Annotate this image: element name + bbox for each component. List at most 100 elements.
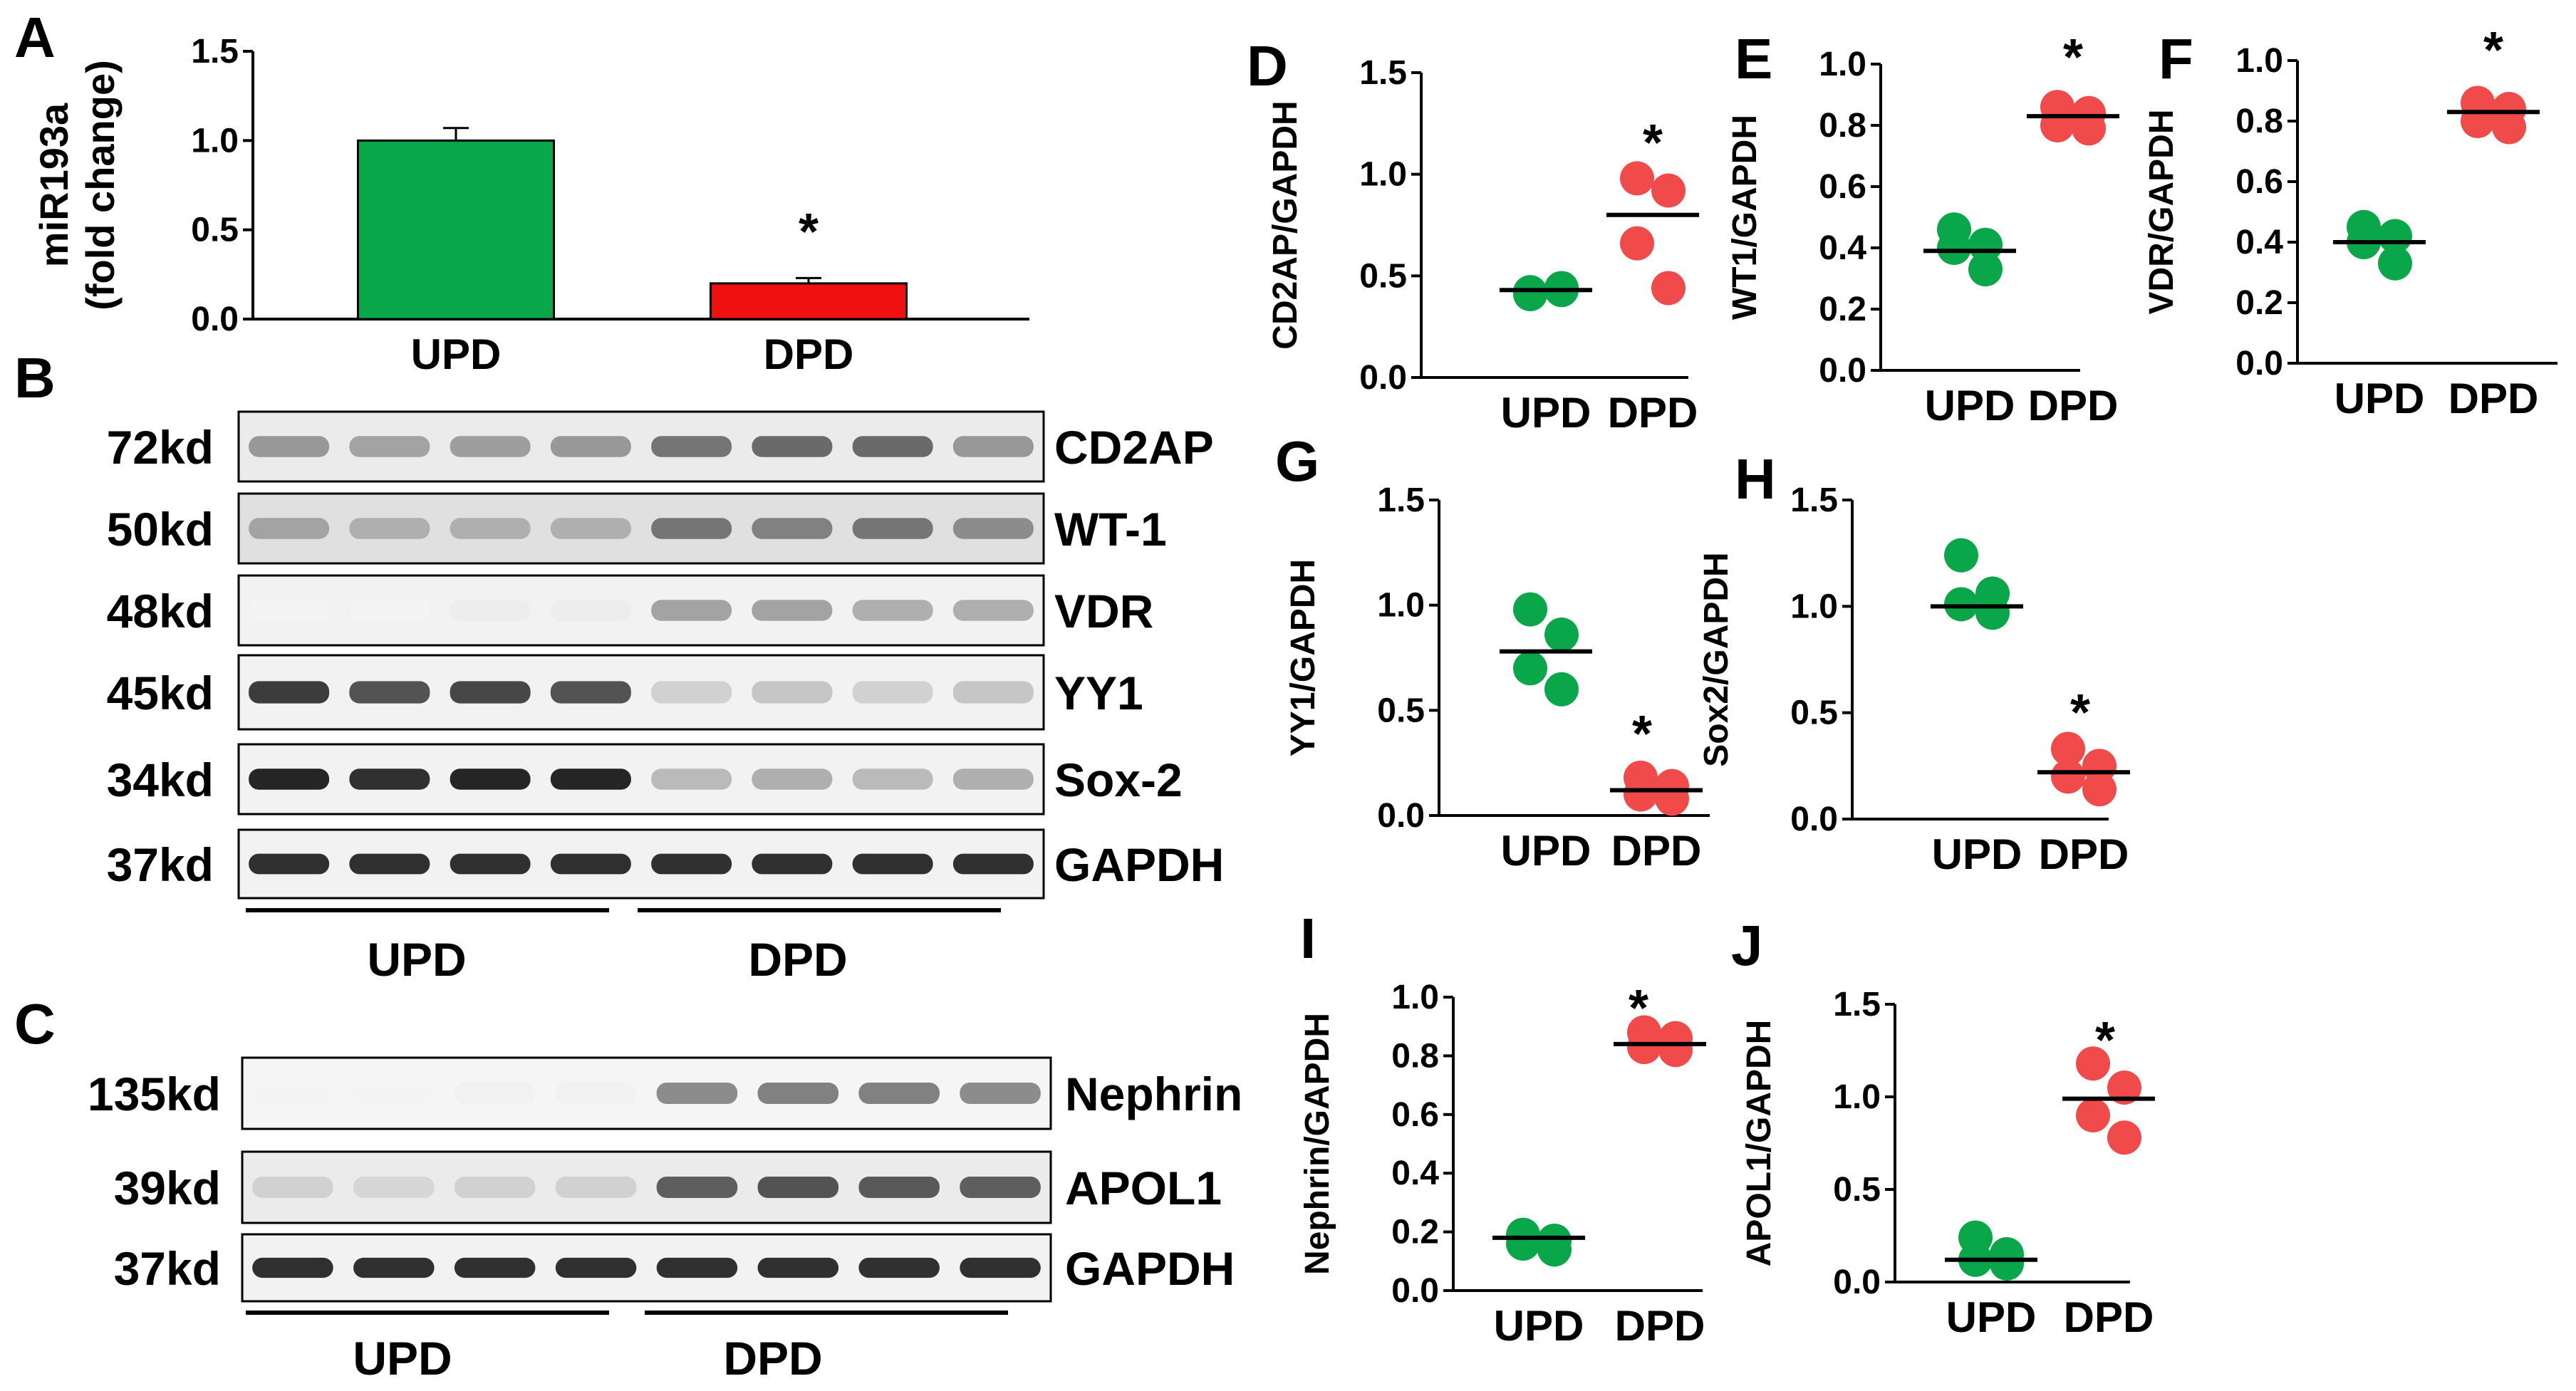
- x-category-label-i: UPD: [1494, 1302, 1584, 1350]
- y-tick-label-j: 1.5: [1833, 986, 1881, 1023]
- blot-band: [555, 1083, 637, 1104]
- blot-band: [349, 600, 430, 621]
- y-tick-label-f: 1.0: [2235, 42, 2283, 80]
- molecular-weight-label: 39kd: [114, 1162, 221, 1214]
- y-tick-label-i: 0.8: [1391, 1037, 1439, 1075]
- molecular-weight-label: 135kd: [88, 1068, 221, 1120]
- y-tick-label-d: 1.0: [1359, 156, 1407, 194]
- protein-label: WT-1: [1054, 503, 1167, 556]
- western-blot-c: 135kd Nephrin 39kd APOL1 37kd GAPDH UPD DPD: [88, 1056, 1242, 1385]
- bar-a-dpd: [710, 282, 908, 321]
- blot-band: [656, 1257, 738, 1278]
- y-tick-label-i: 0.4: [1391, 1155, 1439, 1192]
- y-tick-label-j: 1.0: [1833, 1078, 1881, 1116]
- blot-band: [651, 518, 732, 539]
- data-point-g-upd: [1513, 592, 1547, 627]
- blot-band: [852, 853, 933, 875]
- data-point-j-dpd: [2076, 1098, 2110, 1132]
- blot-band: [852, 600, 933, 621]
- chart-panel-a: 0.0 0.5 1.0 1.5 UPD DPD miR193a (fold change) *: [31, 33, 1029, 378]
- blot-band: [852, 436, 933, 457]
- panel-letter-f: F: [2159, 27, 2193, 90]
- blot-layer: 72kd CD2AP 50kd WT-1 48kd VDR 45kd YY1 34kd Sox-2…: [88, 410, 1242, 1385]
- blot-band: [960, 1177, 1041, 1198]
- blot-band: [349, 681, 430, 704]
- y-tick-label-a: 0.5: [191, 212, 239, 249]
- blot-band: [952, 600, 1034, 621]
- data-point-e-dpd: [2040, 108, 2074, 142]
- chart-panel-g: 0.0 0.5 1.0 1.5 UPD DPD YY1/GAPDH *: [1284, 481, 1710, 875]
- data-point-e-upd: [1937, 231, 1971, 265]
- x-category-label-i: DPD: [1615, 1302, 1705, 1350]
- x-category-label-e: UPD: [1925, 382, 2015, 429]
- blot-band: [353, 1177, 435, 1198]
- blot-band: [249, 853, 330, 875]
- blot-band: [752, 769, 833, 790]
- significance-star-a: *: [799, 204, 819, 261]
- blot-band: [960, 1257, 1041, 1278]
- y-tick-label-e: 1.0: [1819, 46, 1866, 83]
- blot-band: [952, 518, 1034, 539]
- blot-band: [450, 518, 531, 539]
- y-tick-label-g: 0.0: [1377, 797, 1425, 835]
- data-point-g-upd: [1544, 618, 1579, 652]
- y-tick-label-e: 0.6: [1819, 168, 1866, 206]
- blot-band: [450, 681, 531, 704]
- panel-letter-i: I: [1300, 907, 1316, 970]
- blot-band: [252, 1083, 333, 1104]
- group-label-b: UPD: [367, 933, 466, 986]
- data-point-h-dpd: [2051, 759, 2085, 794]
- data-point-i-upd: [1506, 1226, 1540, 1261]
- blot-band: [555, 1177, 637, 1198]
- blot-band: [852, 769, 933, 790]
- western-blot-b: 72kd CD2AP 50kd WT-1 48kd VDR 45kd YY1 34kd Sox-2…: [107, 410, 1224, 986]
- protein-label: GAPDH: [1065, 1242, 1235, 1295]
- x-category-label-d: DPD: [1608, 389, 1698, 437]
- group-label-c: UPD: [353, 1332, 452, 1385]
- significance-star-j: *: [2095, 1012, 2115, 1069]
- data-point-g-upd: [1544, 672, 1579, 707]
- blot-band: [555, 1257, 637, 1278]
- y-tick-label-h: 0.5: [1790, 694, 1838, 732]
- y-tick-label-i: 0.2: [1391, 1214, 1439, 1251]
- data-point-i-upd: [1537, 1232, 1572, 1267]
- y-tick-label-h: 1.5: [1790, 481, 1838, 519]
- data-point-f-upd: [2378, 219, 2412, 254]
- y-axis-label-d: CD2AP/GAPDH: [1267, 100, 1304, 349]
- panel-letter-d: D: [1247, 34, 1288, 98]
- y-tick-label-a: 0.0: [191, 301, 239, 338]
- x-category-label-h: DPD: [2039, 830, 2129, 878]
- blot-band: [858, 1083, 940, 1104]
- y-tick-label-i: 0.0: [1391, 1272, 1439, 1310]
- blot-band: [651, 436, 732, 457]
- blot-band: [550, 853, 631, 875]
- data-point-d-dpd: [1651, 271, 1686, 306]
- data-point-g-upd: [1513, 651, 1547, 686]
- blot-band: [752, 600, 833, 621]
- y-tick-label-i: 1.0: [1391, 979, 1439, 1016]
- data-point-e-upd: [1968, 227, 2003, 262]
- significance-star-g: *: [1632, 706, 1652, 763]
- x-category-label-a: DPD: [764, 330, 854, 378]
- x-category-label-j: UPD: [1946, 1293, 2037, 1341]
- chart-panel-e: 0.0 0.2 0.4 0.6 0.8 1.0 UPD DPD WT1/GAPDH *: [1726, 29, 2119, 429]
- blot-band: [252, 1257, 333, 1278]
- blot-band: [550, 436, 631, 457]
- protein-label: GAPDH: [1054, 838, 1224, 891]
- y-tick-label-a: 1.5: [191, 33, 239, 71]
- blot-band: [952, 853, 1034, 875]
- x-category-label-f: UPD: [2334, 375, 2425, 422]
- y-tick-label-d: 0.0: [1359, 359, 1407, 397]
- panel-letter-j: J: [1731, 914, 1763, 977]
- bar-a-upd: [357, 139, 555, 321]
- y-tick-label-f: 0.4: [2235, 224, 2283, 261]
- y-tick-label-g: 0.5: [1377, 692, 1425, 729]
- blot-band: [651, 681, 732, 704]
- y-tick-label-f: 0.0: [2235, 345, 2283, 382]
- chart-panel-d: 0.0 0.5 1.0 1.5 UPD DPD CD2AP/GAPDH *: [1267, 54, 1699, 437]
- y-tick-label-g: 1.5: [1377, 481, 1425, 519]
- blot-band: [852, 681, 933, 704]
- data-point-g-dpd: [1655, 781, 1689, 816]
- blot-band: [550, 769, 631, 790]
